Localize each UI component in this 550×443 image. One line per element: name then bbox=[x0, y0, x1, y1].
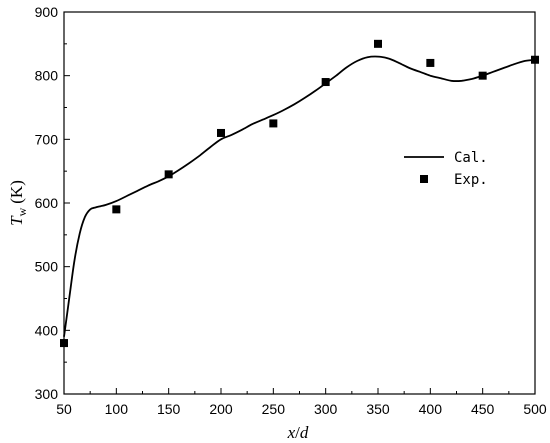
legend: Cal. Exp. bbox=[404, 150, 488, 188]
data-point-exp bbox=[112, 205, 121, 214]
y-tick-label: 700 bbox=[35, 131, 59, 147]
data-point-exp bbox=[478, 71, 487, 80]
series-layer bbox=[60, 39, 539, 348]
x-axis-ticks: 50 100 150 200 250 300 350 400 450 500 bbox=[56, 388, 547, 417]
y-axis-title: Tw(K) bbox=[7, 180, 29, 226]
data-point-exp bbox=[531, 55, 539, 64]
data-point-exp bbox=[60, 339, 68, 348]
y-tick-label: 600 bbox=[35, 195, 59, 211]
x-tick-label: 400 bbox=[419, 401, 443, 417]
x-tick-label: 50 bbox=[56, 401, 72, 417]
data-point-exp bbox=[269, 119, 278, 128]
data-point-exp bbox=[426, 58, 435, 67]
data-point-exp bbox=[164, 170, 173, 179]
x-tick-label: 450 bbox=[471, 401, 495, 417]
y-tick-label: 500 bbox=[35, 259, 59, 275]
data-point-exp bbox=[374, 39, 382, 48]
y-tick-label: 900 bbox=[35, 4, 59, 20]
y-tick-label: 800 bbox=[35, 68, 59, 84]
x-tick-label: 100 bbox=[105, 401, 129, 417]
legend-label-cal: Cal. bbox=[454, 150, 488, 166]
data-point-exp bbox=[217, 128, 225, 137]
y-tick-label: 300 bbox=[35, 386, 59, 402]
x-axis-title: x/d bbox=[287, 423, 309, 442]
y-tick-label: 400 bbox=[35, 322, 59, 338]
x-tick-label: 200 bbox=[209, 401, 233, 417]
x-tick-label: 500 bbox=[523, 401, 547, 417]
data-point-exp bbox=[321, 78, 330, 87]
legend-square-swatch bbox=[420, 175, 428, 183]
x-tick-label: 250 bbox=[262, 401, 286, 417]
series-line-cal bbox=[63, 55, 536, 337]
x-tick-label: 300 bbox=[314, 401, 338, 417]
x-tick-label: 150 bbox=[157, 401, 181, 417]
x-tick-label: 350 bbox=[366, 401, 390, 417]
plot-frame bbox=[63, 11, 536, 395]
plot-area-border bbox=[63, 11, 536, 395]
legend-label-exp: Exp. bbox=[454, 172, 488, 188]
